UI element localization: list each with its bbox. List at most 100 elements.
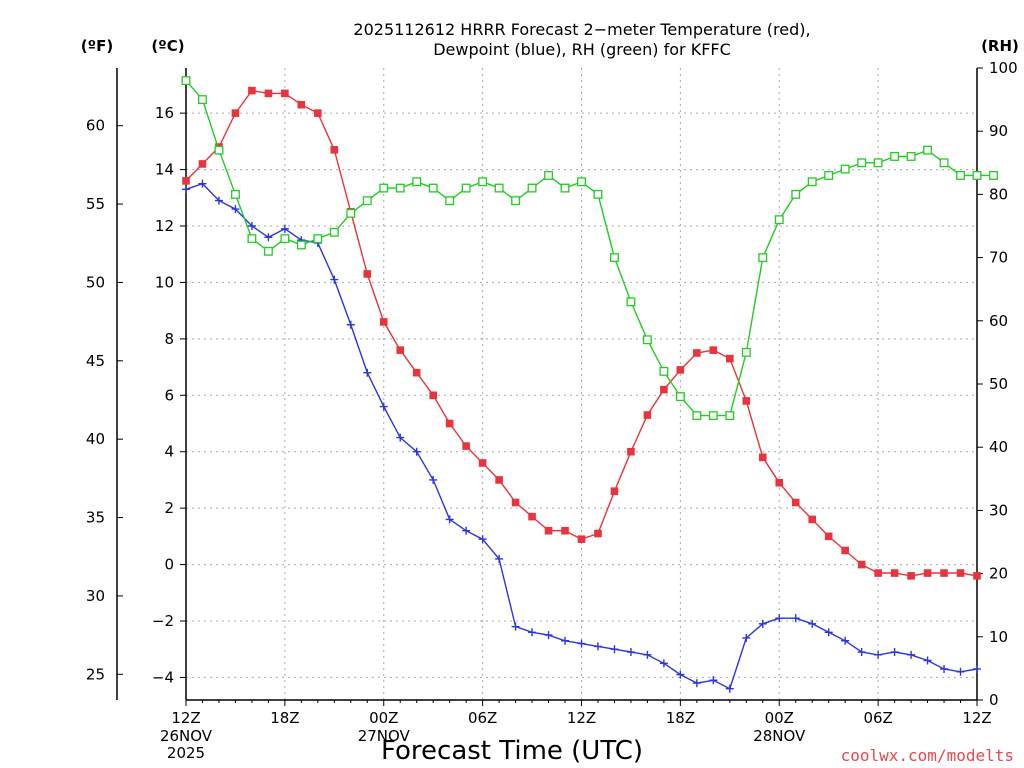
rh-point	[379, 183, 389, 193]
temperature-point	[248, 86, 256, 95]
rh-point	[560, 183, 570, 193]
rh-point	[230, 189, 240, 199]
dewpoint-line	[185, 182, 978, 690]
rh-unit-label: (RH)	[981, 37, 1019, 55]
dewpoint-point	[610, 645, 619, 654]
dewpoint-point	[445, 515, 454, 524]
dewpoint-point	[659, 659, 668, 668]
dewpoint-point	[808, 619, 817, 628]
rh-tick-label: 0	[989, 691, 999, 709]
rh-point	[939, 158, 949, 168]
temperature-point	[528, 512, 536, 521]
dewpoint-point	[775, 614, 784, 623]
temperature-point	[956, 569, 965, 577]
date-tick-label: 28NOV	[753, 727, 806, 745]
fahrenheit-tick-label: 40	[86, 430, 105, 448]
rh-point	[626, 297, 636, 307]
temperature-point	[775, 478, 784, 487]
chart-texts: 25 30 35 40 45 50 55 60 −4 −2 0 2 4 6 8 10 12 14 16 0 10 20 30…	[81, 20, 1019, 766]
celsius-tick-label: 2	[164, 499, 174, 517]
temperature-point	[231, 109, 240, 117]
dewpoint-point	[214, 196, 223, 205]
temperature-point	[594, 529, 602, 538]
rh-point	[263, 246, 273, 256]
rh-point	[329, 227, 339, 237]
time-tick-label: 00Z	[369, 709, 398, 727]
temperature-point	[907, 572, 915, 580]
dewpoint-point	[758, 619, 767, 628]
rh-tick-label: 90	[989, 122, 1008, 140]
rh-tick-label: 20	[989, 565, 1008, 583]
rh-point	[989, 170, 998, 180]
rh-point	[923, 145, 933, 155]
date-tick-label: 26NOV	[160, 727, 213, 745]
rh-point	[544, 170, 553, 180]
time-tick-label: 12Z	[171, 709, 200, 727]
dewpoint-point	[709, 676, 718, 685]
dewpoint-point	[363, 368, 372, 377]
dewpoint-point	[973, 664, 981, 673]
rh-point	[791, 189, 801, 199]
rh-point	[280, 234, 290, 244]
temperature-point	[511, 498, 520, 507]
rh-point	[527, 183, 537, 193]
celsius-tick-label: 12	[155, 217, 174, 235]
rh-point	[511, 196, 521, 206]
date-tick-label: 2025	[167, 744, 205, 762]
dewpoint-point	[940, 664, 949, 673]
temperature-point	[742, 397, 751, 405]
rh-point	[214, 145, 224, 155]
temperature-point	[676, 366, 685, 374]
rh-point	[741, 347, 751, 357]
time-tick-label: 18Z	[270, 709, 299, 727]
temperature-point	[841, 546, 849, 555]
time-tick-label: 00Z	[765, 709, 794, 727]
dewpoint-point	[742, 633, 751, 642]
rh-point	[873, 158, 883, 168]
dewpoint-point	[593, 642, 602, 651]
temperature-point	[412, 368, 421, 377]
time-tick-label: 06Z	[863, 709, 892, 727]
dewpoint-point	[857, 648, 866, 657]
celsius-unit-label: (ºC)	[151, 37, 184, 55]
rh-point	[692, 411, 702, 421]
rh-point	[346, 208, 356, 218]
celsius-tick-label: 4	[164, 443, 174, 461]
rh-point	[181, 76, 191, 86]
dewpoint-point	[725, 684, 734, 693]
dewpoint-point	[561, 636, 570, 645]
dewpoint-point	[247, 222, 256, 230]
temperature-point	[396, 346, 405, 354]
celsius-tick-label: 14	[155, 161, 174, 179]
temperature-point	[379, 318, 388, 326]
rh-point	[296, 240, 306, 250]
temperature-point	[429, 391, 437, 400]
dewpoint-point	[544, 631, 553, 640]
fahrenheit-tick-label: 50	[86, 273, 105, 291]
celsius-tick-label: 8	[164, 330, 174, 348]
celsius-tick-label: −2	[152, 612, 174, 630]
dewpoint-point	[495, 554, 504, 563]
rh-point	[659, 366, 669, 376]
time-tick-label: 06Z	[468, 709, 497, 727]
fahrenheit-tick-label: 30	[86, 587, 105, 605]
celsius-tick-label: 0	[164, 556, 174, 574]
temperature-point	[264, 89, 273, 98]
rh-tick-label: 50	[989, 375, 1008, 393]
temperature-point	[627, 447, 635, 456]
dewpoint-point	[412, 447, 421, 456]
fahrenheit-unit-label: (ºF)	[81, 37, 113, 55]
rh-tick-label: 100	[989, 59, 1018, 77]
temperature-point	[643, 411, 652, 419]
dewpoint-point	[577, 639, 586, 648]
chart-title-line-1: 2025112612 HRRR Forecast 2−meter Tempera…	[353, 20, 810, 39]
rh-line	[185, 80, 994, 417]
rh-point	[428, 183, 438, 193]
dewpoint-point	[511, 622, 520, 631]
rh-tick-label: 40	[989, 438, 1008, 456]
rh-point	[972, 170, 982, 180]
rh-point	[857, 158, 867, 168]
fahrenheit-tick-label: 35	[86, 509, 105, 527]
temperature-point	[923, 569, 932, 577]
